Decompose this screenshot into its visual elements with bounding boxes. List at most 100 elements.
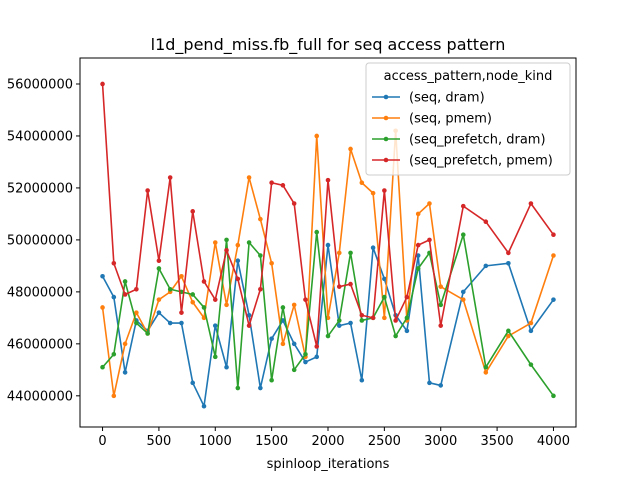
data-point bbox=[528, 320, 534, 326]
data-point bbox=[460, 203, 466, 209]
x-tick-label: 1500 bbox=[255, 434, 288, 449]
data-point bbox=[235, 242, 241, 248]
data-point bbox=[111, 351, 117, 357]
data-point bbox=[551, 253, 556, 258]
data-point bbox=[246, 323, 252, 328]
data-point bbox=[100, 305, 105, 310]
data-point bbox=[212, 297, 218, 302]
data-point bbox=[303, 297, 308, 302]
legend-entry-label: (seq_prefetch, pmem) bbox=[409, 154, 553, 169]
data-point bbox=[291, 201, 297, 206]
data-point bbox=[325, 177, 331, 183]
data-point bbox=[382, 188, 387, 193]
series-1 bbox=[100, 128, 556, 399]
legend-marker bbox=[383, 94, 389, 100]
data-point bbox=[212, 354, 218, 360]
y-tick-label: 48000000 bbox=[7, 285, 73, 300]
data-point bbox=[269, 377, 274, 383]
data-point bbox=[235, 258, 241, 263]
data-point bbox=[427, 201, 432, 206]
data-point bbox=[348, 146, 353, 152]
data-point bbox=[179, 273, 184, 279]
data-point bbox=[415, 253, 421, 258]
data-point bbox=[460, 297, 466, 302]
x-tick-label: 2500 bbox=[368, 434, 401, 449]
data-point bbox=[235, 385, 241, 391]
series-line bbox=[101, 83, 555, 348]
legend-marker bbox=[383, 136, 389, 142]
legend-box bbox=[365, 62, 571, 176]
data-point bbox=[190, 380, 196, 386]
data-point bbox=[291, 341, 297, 347]
legend-entry-label: (seq, dram) bbox=[409, 91, 485, 106]
chart-title: l1d_pend_miss.fb_full for seq access pat… bbox=[151, 35, 506, 55]
data-point bbox=[179, 310, 184, 315]
data-point bbox=[201, 315, 207, 321]
data-point bbox=[122, 279, 128, 284]
data-point bbox=[145, 331, 150, 336]
data-point bbox=[100, 81, 105, 87]
data-point bbox=[156, 310, 162, 315]
series-group bbox=[100, 81, 556, 409]
data-point bbox=[415, 266, 421, 271]
y-tick-label: 54000000 bbox=[7, 129, 73, 144]
x-tick-label: 500 bbox=[146, 434, 171, 449]
data-point bbox=[111, 260, 117, 266]
x-tick-label: 3500 bbox=[481, 434, 514, 449]
data-point bbox=[280, 341, 286, 347]
data-point bbox=[122, 292, 128, 297]
data-point bbox=[224, 247, 229, 253]
data-point bbox=[190, 209, 196, 214]
data-point bbox=[258, 385, 263, 391]
data-point bbox=[134, 286, 139, 292]
y-tick-label: 44000000 bbox=[7, 389, 73, 404]
data-point bbox=[325, 333, 331, 339]
data-point bbox=[291, 367, 297, 373]
data-point bbox=[382, 276, 387, 282]
data-point bbox=[415, 242, 421, 248]
data-point bbox=[280, 183, 286, 188]
data-point bbox=[382, 294, 387, 300]
data-point bbox=[370, 190, 376, 196]
data-point bbox=[359, 312, 365, 318]
data-point bbox=[528, 362, 534, 367]
data-point bbox=[111, 393, 117, 399]
data-point bbox=[460, 289, 466, 295]
data-point bbox=[235, 276, 241, 282]
data-point bbox=[336, 284, 342, 289]
data-point bbox=[201, 305, 207, 310]
data-point bbox=[190, 299, 196, 305]
legend-entry-label: (seq_prefetch, dram) bbox=[409, 133, 546, 148]
data-point bbox=[404, 315, 410, 321]
x-axis-label: spinloop_iterations bbox=[267, 457, 390, 472]
data-point bbox=[224, 302, 229, 308]
series-2 bbox=[100, 229, 556, 399]
data-point bbox=[314, 354, 320, 360]
data-point bbox=[483, 370, 489, 375]
data-point bbox=[460, 232, 466, 238]
data-point bbox=[551, 297, 556, 302]
data-point bbox=[201, 279, 207, 284]
data-point bbox=[506, 250, 511, 256]
data-point bbox=[348, 281, 353, 287]
data-point bbox=[551, 232, 556, 238]
data-point bbox=[167, 286, 173, 292]
data-point bbox=[246, 175, 252, 180]
data-point bbox=[167, 175, 173, 180]
data-point bbox=[314, 133, 320, 139]
data-point bbox=[156, 258, 162, 263]
y-tick-label: 50000000 bbox=[7, 233, 73, 248]
x-axis: 0 500 1000 1500 2000 2500 3000 3500 4000 bbox=[98, 427, 570, 449]
data-point bbox=[370, 315, 376, 321]
data-point bbox=[359, 180, 365, 186]
data-point bbox=[269, 336, 274, 341]
legend-entries: (seq, dram) (seq, pmem) (seq_prefetch, dra… bbox=[372, 91, 553, 169]
data-point bbox=[370, 245, 376, 250]
y-tick-label: 52000000 bbox=[7, 181, 73, 196]
data-point bbox=[134, 310, 139, 315]
data-point bbox=[111, 294, 117, 300]
data-point bbox=[280, 305, 286, 310]
data-point bbox=[122, 370, 128, 375]
data-point bbox=[483, 364, 489, 370]
